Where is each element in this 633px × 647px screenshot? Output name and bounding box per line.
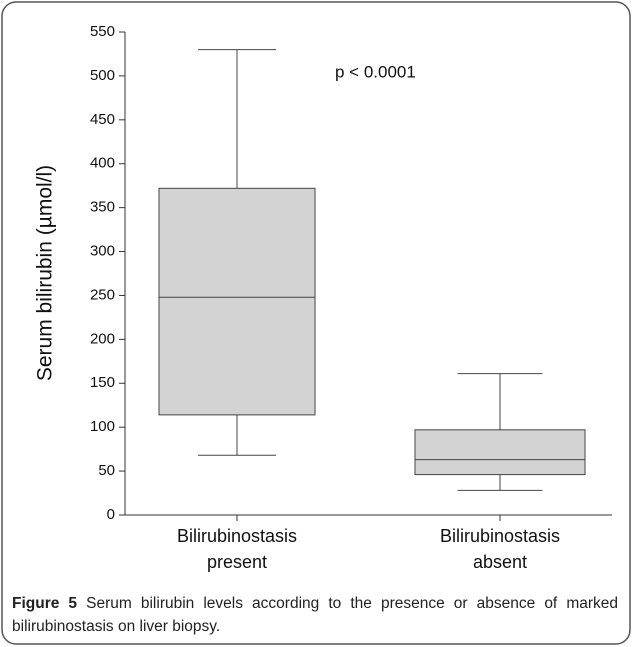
caption: Figure 5 Serum bilirubin levels accordin… [12, 595, 618, 635]
y-tick-label: 450 [90, 111, 115, 128]
y-tick-label: 550 [90, 23, 115, 40]
x-tick-label: absent [473, 552, 527, 572]
x-tick-label: Bilirubinostasis [177, 526, 297, 546]
y-tick-label: 350 [90, 199, 115, 216]
box [158, 187, 316, 416]
y-axis-label: Serum bilirubin (µmol/l) [34, 165, 57, 381]
y-tick-label: 0 [107, 506, 115, 523]
x-tick-label: present [207, 552, 267, 572]
y-tick-label: 200 [90, 330, 115, 347]
y-tick-label: 500 [90, 67, 115, 84]
caption-text: Serum bilirubin levels according to the … [12, 595, 618, 635]
y-tick-label: 300 [90, 243, 115, 260]
annotation: p < 0.0001 [335, 62, 416, 81]
box [414, 429, 586, 476]
y-tick-label: 100 [90, 418, 115, 435]
y-tick-label: 150 [90, 374, 115, 391]
y-tick-label: 250 [90, 286, 115, 303]
caption-label: Figure 5 [12, 595, 78, 612]
y-tick-label: 50 [98, 462, 115, 479]
y-tick-label: 400 [90, 155, 115, 172]
x-tick-label: Bilirubinostasis [440, 526, 560, 546]
